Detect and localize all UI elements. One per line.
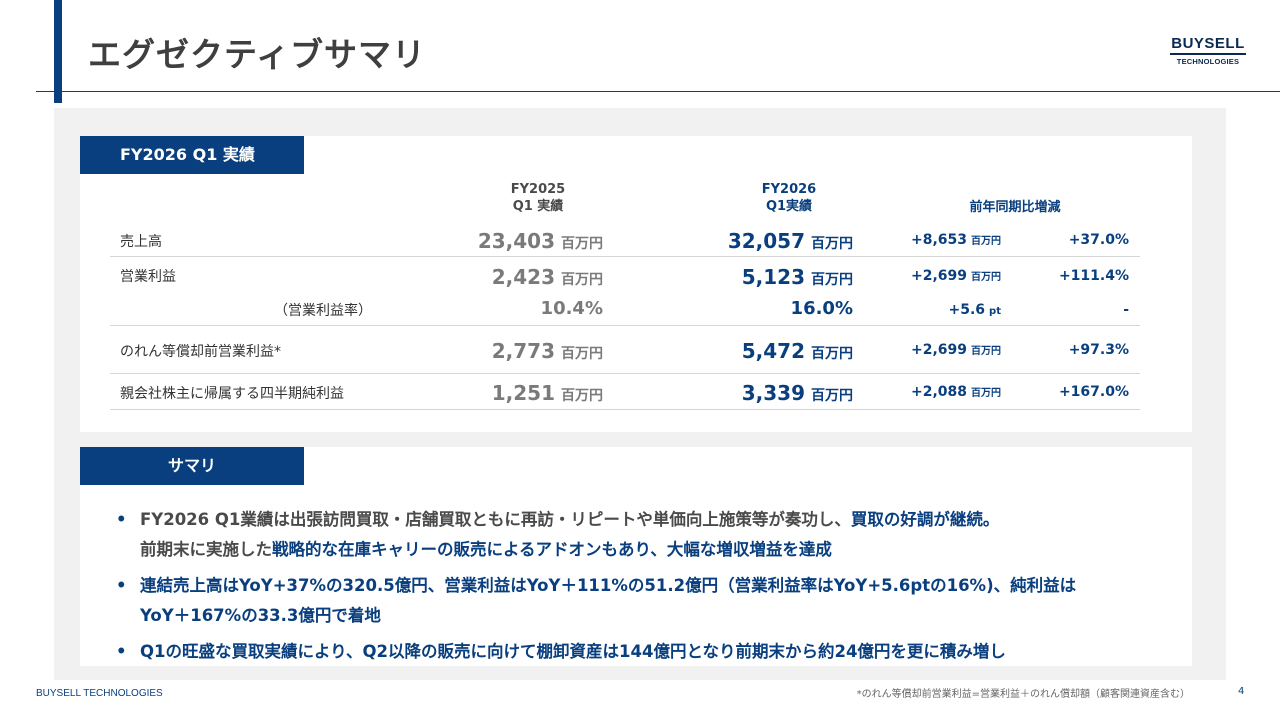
revenue-fy2025: 23,403 百万円 xyxy=(477,229,603,253)
row-divider xyxy=(110,409,1140,410)
operating-profit-change: +2,699 百万円 xyxy=(910,268,1001,284)
operating-profit-fy2025: 2,423 百万円 xyxy=(491,265,603,289)
header-fy2025: FY2025 Q1 実績 xyxy=(488,181,588,215)
revenue-fy2026: 32,057 百万円 xyxy=(727,229,853,253)
summary-bullet: • FY2026 Q1業績は出張訪問買取・店舗買取ともに再訪・リピートや単価向上… xyxy=(116,505,1176,565)
row-label-operating-margin: （営業利益率） xyxy=(274,303,372,319)
summary-section-label: サマリ xyxy=(80,447,304,485)
ebita-pct: +97.3% xyxy=(1068,342,1129,358)
net-income-change: +2,088 百万円 xyxy=(910,384,1001,400)
row-label-revenue: 売上高 xyxy=(120,234,162,250)
bullet-dot-icon: • xyxy=(116,576,127,595)
summary-bullet: • Q1の旺盛な買取実績により、Q2以降の販売に向けて棚卸資産は144億円となり… xyxy=(116,637,1176,667)
header-fy2025-line1: FY2025 xyxy=(510,182,566,197)
net-income-fy2025: 1,251 百万円 xyxy=(491,381,603,405)
header-yoy-change: 前年同期比増減 xyxy=(969,200,1061,215)
net-income-pct: +167.0% xyxy=(1058,384,1129,400)
operating-profit-pct: +111.4% xyxy=(1058,268,1129,284)
summary-bullet: • 連結売上高はYoY+37%の320.5億円、営業利益はYoY＋111%の51… xyxy=(116,571,1176,631)
summary-bullet-list: • FY2026 Q1業績は出張訪問買取・店舗買取ともに再訪・リピートや単価向上… xyxy=(116,505,1176,673)
operating-margin-change: +5.6 pt xyxy=(948,302,1001,318)
row-label-net-income: 親会社株主に帰属する四半期純利益 xyxy=(120,386,344,402)
ebita-change: +2,699 百万円 xyxy=(910,342,1001,358)
row-divider xyxy=(110,256,1140,257)
header-fy2026-line1: FY2026 xyxy=(761,182,817,197)
page-number: 4 xyxy=(1238,686,1245,697)
header-fy2025-line2: Q1 実績 xyxy=(512,199,564,214)
page-title: エグゼクティブサマリ xyxy=(88,35,427,74)
ebita-fy2025: 2,773 百万円 xyxy=(491,339,603,363)
company-logo: BUYSELL TECHNOLOGIES xyxy=(1170,36,1246,66)
bullet-dot-icon: • xyxy=(116,510,127,529)
results-card xyxy=(80,136,1192,432)
operating-profit-fy2026: 5,123 百万円 xyxy=(741,265,853,289)
row-divider xyxy=(110,373,1140,374)
title-divider xyxy=(36,91,1280,92)
title-accent-bar xyxy=(54,0,62,103)
revenue-change: +8,653 百万円 xyxy=(910,232,1001,248)
row-label-operating-profit: 営業利益 xyxy=(120,269,176,285)
logo-wordmark-bottom: TECHNOLOGIES xyxy=(1176,57,1240,66)
logo-wordmark-top: BUYSELL xyxy=(1171,35,1245,52)
header-fy2026-line2: Q1実績 xyxy=(765,199,813,214)
revenue-pct: +37.0% xyxy=(1068,232,1129,248)
logo-rule xyxy=(1170,53,1246,55)
footer-footnote: *のれん等償却前営業利益=営業利益＋のれん償却額（顧客関連資産含む） xyxy=(856,689,1190,700)
net-income-fy2026: 3,339 百万円 xyxy=(741,381,853,405)
ebita-fy2026: 5,472 百万円 xyxy=(741,339,853,363)
header-fy2026: FY2026 Q1実績 xyxy=(739,181,839,215)
row-divider xyxy=(110,325,1140,326)
row-label-ebita: のれん等償却前営業利益* xyxy=(120,344,281,360)
footer-company-name: BUYSELL TECHNOLOGIES xyxy=(36,688,163,699)
operating-margin-fy2025: 10.4% xyxy=(540,298,603,319)
bullet-dot-icon: • xyxy=(116,642,127,661)
operating-margin-fy2026: 16.0% xyxy=(790,298,853,319)
operating-margin-pct: - xyxy=(1123,302,1129,318)
results-section-label: FY2026 Q1 実績 xyxy=(80,136,304,174)
